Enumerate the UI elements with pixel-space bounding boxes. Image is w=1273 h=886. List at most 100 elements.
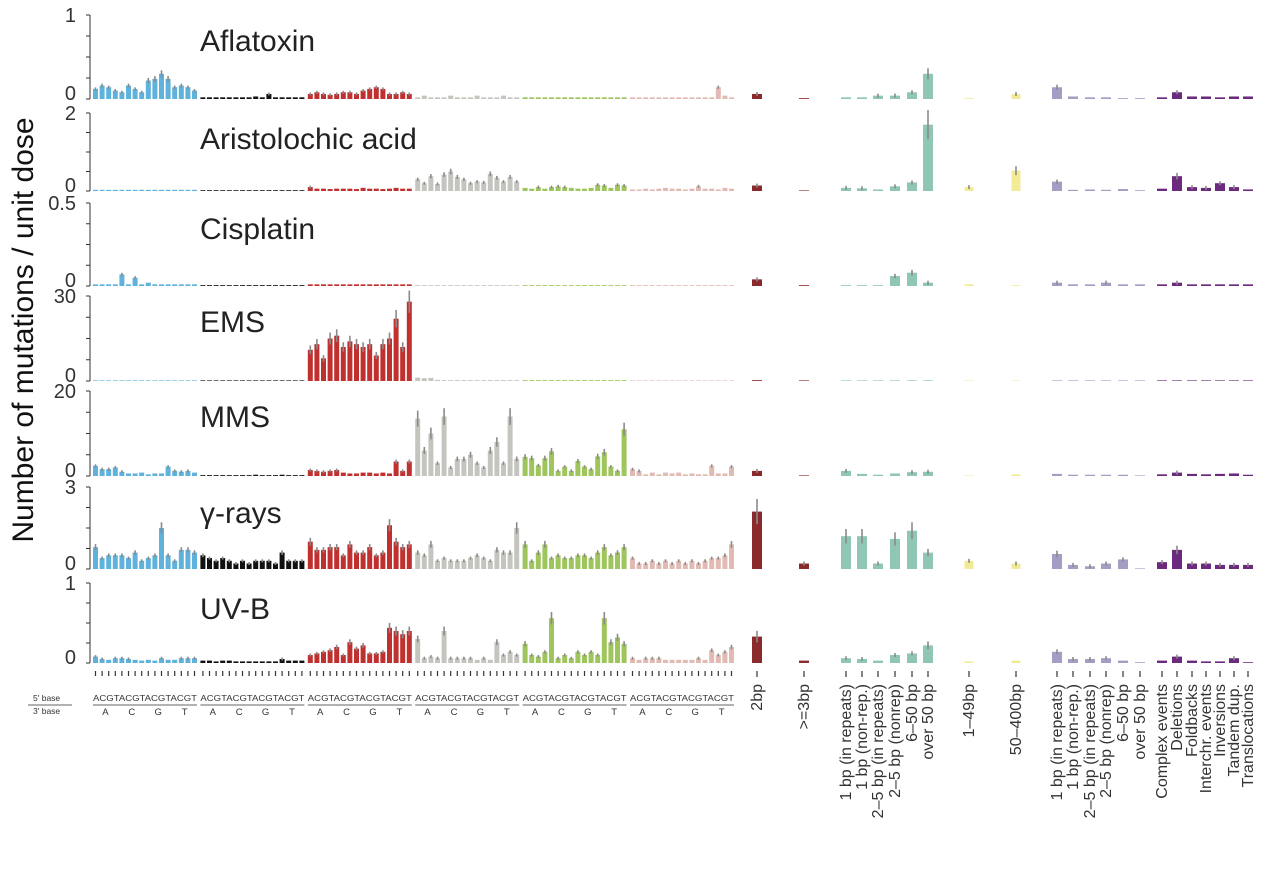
- event-category-label: 1–49bp: [961, 684, 978, 737]
- sbs-bar: [428, 433, 434, 476]
- sbs-bar: [689, 285, 695, 286]
- sbs-bar: [562, 655, 568, 663]
- sbs-bar: [213, 285, 219, 286]
- sbs-bar: [494, 642, 500, 663]
- event-bar: [923, 552, 933, 569]
- sbs-bar: [132, 88, 138, 99]
- sbs-bar: [549, 380, 554, 381]
- y-axis-title: Number of mutations / unit dose: [7, 117, 40, 542]
- sbs-bar: [354, 344, 359, 381]
- event-category-label: 2–5 bp (nonrep): [1098, 684, 1115, 798]
- sbs-bar: [393, 631, 399, 663]
- event-bar: [1229, 96, 1239, 99]
- sbs-bar: [185, 470, 191, 476]
- event-bar: [964, 98, 974, 99]
- event-category-label: Deletions: [1169, 684, 1186, 751]
- sbs-bar: [207, 660, 212, 663]
- sbs-bar: [529, 458, 535, 476]
- event-bar: [1118, 98, 1128, 99]
- event-bar: [1157, 97, 1167, 99]
- sbs-bar: [266, 475, 272, 476]
- three-prime-base: T: [719, 707, 725, 718]
- sbs-bar: [481, 97, 487, 99]
- event-bar: [1135, 568, 1145, 569]
- event-category-label: 2–5 bp (in repeats): [1082, 684, 1099, 818]
- sbs-bar: [663, 285, 668, 286]
- sbs-bar: [555, 97, 561, 99]
- three-prime-base: C: [236, 707, 243, 718]
- sbs-bar: [387, 525, 392, 569]
- event-bar: [1215, 473, 1225, 476]
- event-bar: [1101, 474, 1111, 476]
- sbs-bar: [582, 655, 587, 663]
- sbs-bar: [220, 380, 226, 381]
- sbs-bar: [253, 380, 259, 381]
- sbs-bar: [240, 97, 245, 99]
- panel-title: Aflatoxin: [200, 25, 315, 58]
- event-bar: [1201, 563, 1211, 569]
- sbs-bar: [112, 555, 118, 569]
- event-bar: [799, 660, 809, 663]
- sbs-bar: [340, 92, 346, 99]
- event-bar: [1187, 660, 1197, 663]
- sbs-bar: [428, 285, 434, 286]
- sbs-bar: [406, 631, 412, 663]
- three-prime-base: G: [477, 707, 484, 718]
- sbs-bar: [461, 459, 467, 476]
- sbs-bar: [226, 660, 232, 663]
- sbs-bar: [307, 284, 313, 286]
- sbs-bar: [360, 552, 366, 569]
- sbs-bar: [487, 285, 493, 286]
- sbs-bar: [601, 97, 607, 99]
- event-bar: [1229, 284, 1239, 286]
- event-bar: [1052, 87, 1062, 99]
- sbs-bar: [421, 95, 427, 99]
- sbs-bar: [595, 184, 601, 191]
- sbs-bar: [454, 560, 460, 569]
- sbs-bar: [481, 182, 487, 191]
- event-bar: [841, 380, 851, 381]
- event-category-label: Inversions: [1212, 684, 1229, 757]
- panel-3: 30 0 EMS: [54, 286, 1253, 387]
- event-bar: [1052, 651, 1062, 663]
- sbs-bar: [514, 528, 520, 569]
- sbs-bar: [279, 190, 285, 191]
- event-bar: [1135, 190, 1145, 191]
- sbs-bar: [327, 650, 333, 663]
- sbs-bar: [266, 560, 272, 569]
- sbs-bar: [709, 285, 715, 286]
- event-bar: [1157, 660, 1167, 663]
- sbs-bar: [575, 380, 581, 381]
- sbs-bar: [334, 335, 340, 381]
- sbs-bar: [461, 658, 467, 663]
- sbs-bar: [588, 558, 594, 569]
- sbs-bar: [656, 380, 662, 381]
- sbs-bar: [246, 475, 252, 476]
- sbs-bar: [380, 651, 386, 663]
- sbs-bar: [630, 285, 635, 286]
- sbs-bar: [535, 380, 541, 381]
- sbs-bar: [568, 380, 574, 381]
- sbs-bar: [126, 189, 131, 191]
- event-bar: [1201, 661, 1211, 663]
- event-bar: [857, 380, 867, 381]
- sbs-bar: [139, 92, 145, 99]
- sbs-bar: [132, 277, 138, 286]
- three-prime-base: A: [532, 707, 539, 718]
- sbs-bar: [621, 643, 627, 663]
- sbs-bar: [373, 355, 379, 381]
- sbs-bar: [99, 284, 105, 286]
- event-bar: [1243, 474, 1253, 476]
- sbs-bar: [373, 284, 379, 286]
- sbs-bar: [507, 416, 513, 476]
- sbs-bar: [200, 285, 206, 286]
- sbs-bar: [159, 284, 164, 286]
- sbs-bar: [266, 661, 272, 663]
- sbs-bar: [535, 465, 541, 476]
- sbs-bar: [279, 659, 285, 663]
- event-bar: [857, 536, 867, 569]
- event-bar: [857, 285, 867, 286]
- sbs-bar: [454, 97, 460, 99]
- sbs-bar: [292, 190, 298, 191]
